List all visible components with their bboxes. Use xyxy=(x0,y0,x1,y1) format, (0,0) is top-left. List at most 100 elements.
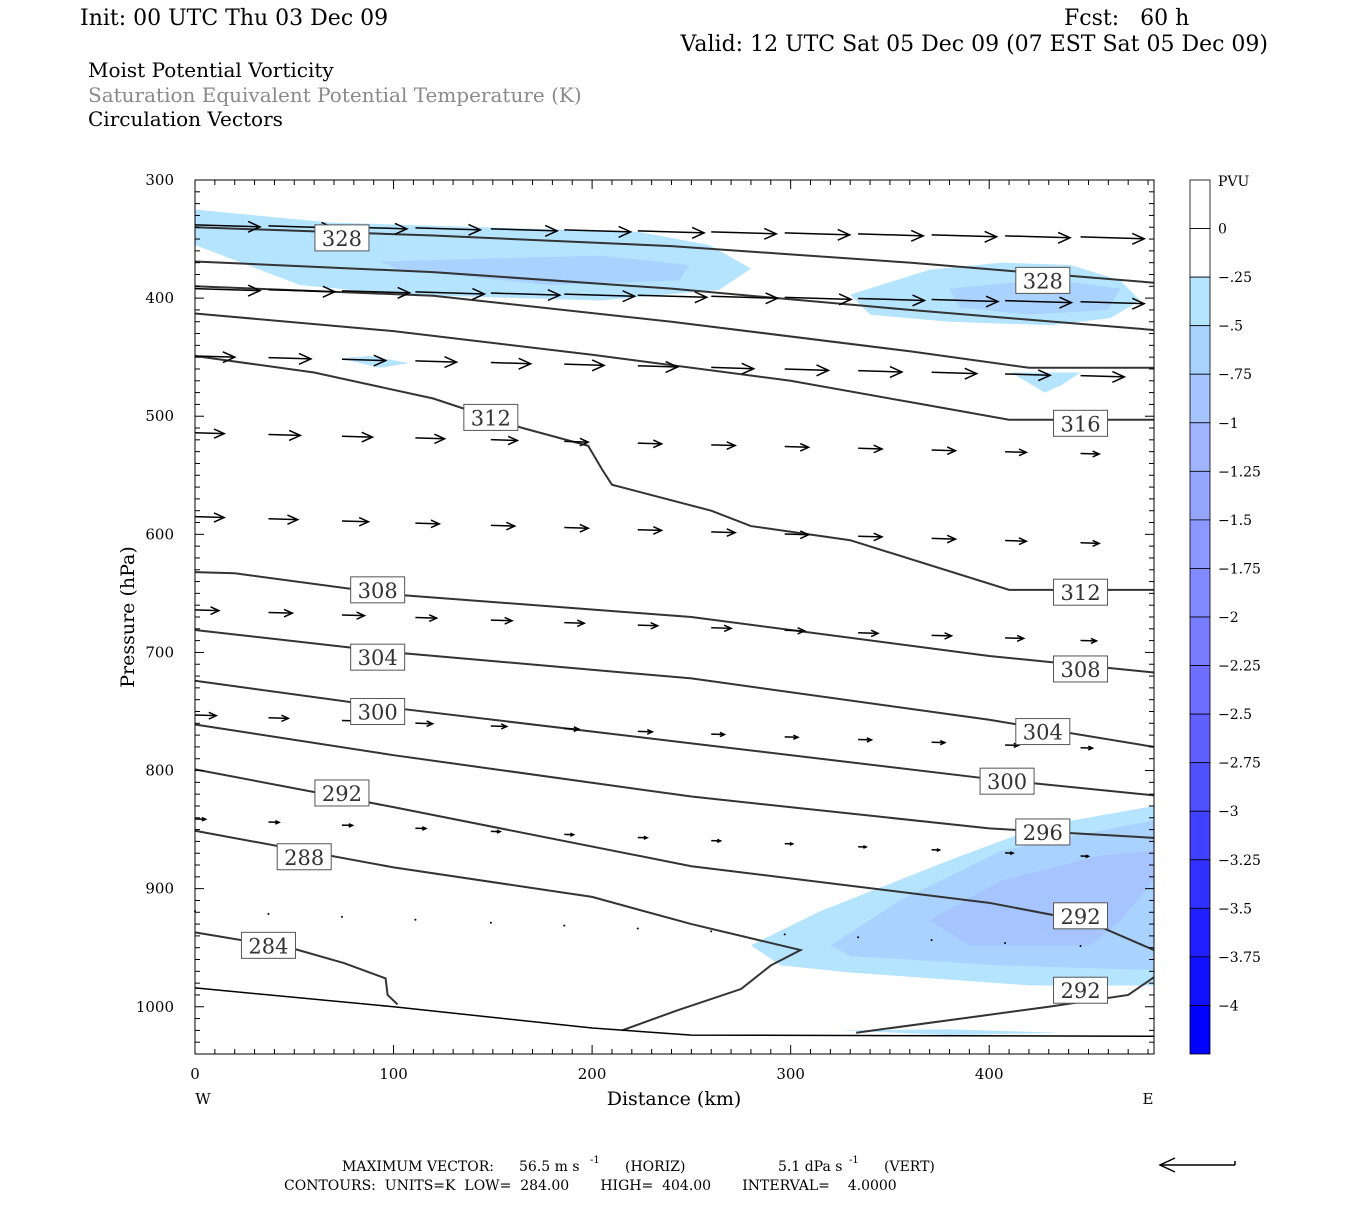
vector-arrow xyxy=(342,518,369,526)
vector-arrow xyxy=(268,609,292,617)
vector-arrow xyxy=(1004,942,1006,944)
vector-shaft xyxy=(268,434,300,435)
circulation-vectors xyxy=(194,221,1144,947)
vector-arrow xyxy=(1005,635,1024,641)
vector-shaft xyxy=(711,532,735,533)
colorbar-label: −3.75 xyxy=(1218,950,1261,966)
horiz-unit: (HORIZ) xyxy=(625,1159,685,1175)
vector-shaft xyxy=(342,436,373,437)
vector-shaft xyxy=(1005,452,1026,453)
colorbar-bin xyxy=(1190,908,1210,957)
vector-arrow xyxy=(1081,638,1097,643)
vector-arrow xyxy=(858,533,882,541)
pv-shade-region xyxy=(195,210,751,301)
vector-shaft xyxy=(858,536,882,537)
max-vert-value: 5.1 dPa s xyxy=(778,1159,842,1175)
vector-dot xyxy=(414,919,416,921)
vector-arrow xyxy=(491,522,515,530)
contour-label: 308 xyxy=(1060,658,1100,682)
vector-shaft xyxy=(415,618,436,619)
vector-arrow xyxy=(563,925,565,927)
vector-shaft xyxy=(785,534,809,535)
vector-arrow xyxy=(932,741,945,745)
colorbar-label: −3 xyxy=(1218,804,1239,820)
vector-arrow xyxy=(195,513,224,522)
vector-arrow xyxy=(711,625,731,631)
vector-arrow xyxy=(491,724,507,729)
colorbar-label: −2.5 xyxy=(1218,707,1252,723)
colorbar-bin xyxy=(1190,471,1210,520)
vector-shaft xyxy=(564,623,584,624)
colorbar-bin xyxy=(1190,1005,1210,1054)
vector-shaft xyxy=(638,625,658,626)
vector-shaft xyxy=(932,538,956,539)
vector-arrow xyxy=(711,442,735,450)
contour-label: 288 xyxy=(284,846,324,870)
vector-arrow xyxy=(858,230,923,241)
vector-arrow xyxy=(415,434,444,443)
vector-shaft xyxy=(711,628,731,629)
vector-shaft xyxy=(932,450,956,451)
colorbar-label: −1.75 xyxy=(1218,561,1261,577)
vector-arrow xyxy=(267,913,269,915)
vector-arrow xyxy=(268,515,297,524)
colorbar-label: −3.5 xyxy=(1218,901,1252,917)
vector-dot xyxy=(784,933,786,935)
colorbar-bin xyxy=(1190,666,1210,715)
vector-shaft xyxy=(638,530,662,531)
vector-shaft xyxy=(711,445,735,446)
reference-vector-arrow xyxy=(1160,1158,1235,1172)
vector-shaft xyxy=(932,635,952,636)
colorbar-bin xyxy=(1190,617,1210,666)
vector-arrow xyxy=(1005,232,1070,243)
vector-arrow xyxy=(415,520,439,528)
vector-arrow xyxy=(1081,372,1125,383)
vector-dot xyxy=(490,922,492,924)
vector-arrow xyxy=(268,430,300,440)
vector-arrow xyxy=(858,445,882,453)
vector-arrow xyxy=(858,367,902,378)
vector-shaft xyxy=(1081,237,1145,239)
vector-arrow xyxy=(342,612,365,619)
vector-shaft xyxy=(858,371,902,372)
contour-label: 296 xyxy=(1023,821,1063,845)
vector-arrow xyxy=(932,447,956,455)
y-tick-label: 900 xyxy=(145,880,174,898)
colorbar-bin xyxy=(1190,811,1210,860)
vector-arrow xyxy=(195,712,216,719)
colorbar-bin xyxy=(1190,763,1210,812)
vector-arrow xyxy=(785,444,809,452)
vector-shaft xyxy=(858,448,882,449)
vector-arrow xyxy=(637,928,639,930)
y-axis-label: Pressure (hPa) xyxy=(117,546,139,688)
vector-shaft xyxy=(268,358,310,359)
contour-label: 300 xyxy=(987,770,1027,794)
contour-label: 292 xyxy=(1060,979,1100,1003)
vector-arrow xyxy=(564,360,604,371)
vector-arrow xyxy=(341,916,343,918)
vector-shaft xyxy=(195,715,216,716)
vector-shaft xyxy=(564,364,604,365)
y-tick-label: 700 xyxy=(145,643,174,661)
colorbar-label: −1.25 xyxy=(1218,464,1261,480)
vector-shaft xyxy=(195,517,224,518)
contour-line xyxy=(195,630,1154,747)
vector-arrow xyxy=(858,630,878,636)
vector-arrow xyxy=(711,228,776,239)
vector-dot xyxy=(1004,942,1006,944)
vector-arrow xyxy=(268,353,310,364)
title-vectors: Circulation Vectors xyxy=(88,107,283,131)
vector-arrow xyxy=(711,529,735,537)
colorbar-label: −2.25 xyxy=(1218,659,1261,675)
horiz-exponent: -1 xyxy=(590,1155,600,1166)
vector-dot xyxy=(563,925,565,927)
vector-arrow xyxy=(638,730,653,735)
vector-arrow xyxy=(342,432,373,442)
vector-shaft xyxy=(638,231,704,233)
vector-shaft xyxy=(711,232,776,234)
vector-shaft xyxy=(1081,376,1125,377)
vector-dot xyxy=(637,928,639,930)
colorbar-label: −1 xyxy=(1218,416,1239,432)
vector-arrow xyxy=(932,633,952,639)
